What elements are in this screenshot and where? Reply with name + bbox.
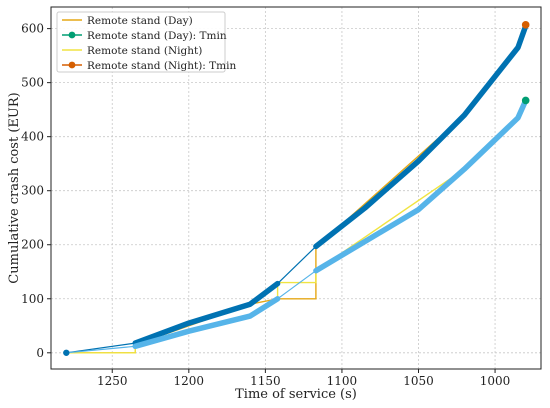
highlight-segment [132, 280, 281, 346]
x-tick-label: 1150 [250, 374, 281, 388]
highlight-segment [277, 245, 317, 285]
highlight-segment [132, 296, 281, 350]
x-tick-label: 1200 [174, 374, 205, 388]
legend-items: Remote stand (Day) Remote stand (Day): Tm… [62, 15, 236, 72]
y-axis-label: Cumulative crash cost (EUR) [7, 92, 22, 283]
y-tick-label: 100 [21, 292, 44, 306]
highlight-segment [313, 97, 529, 274]
y-axis-ticks: 0 100 200 300 400 500 600 [21, 22, 51, 360]
legend-box [56, 11, 226, 73]
tmin-marker [521, 96, 530, 105]
plot-frame [50, 6, 542, 370]
legend-marker [68, 61, 76, 69]
grid [51, 7, 541, 369]
legend-label: Remote stand (Day): Tmin [87, 30, 227, 42]
plot-area [63, 21, 530, 356]
series-line [66, 25, 527, 354]
y-tick-label: 300 [21, 184, 44, 198]
highlight-segment [277, 270, 317, 300]
y-tick-label: 400 [21, 130, 44, 144]
x-tick-label: 1050 [403, 374, 434, 388]
highlight-segment [313, 23, 529, 250]
legend-label: Remote stand (Day) [87, 15, 193, 27]
x-tick-label: 1100 [327, 374, 358, 388]
x-axis-label: Time of service (s) [235, 387, 357, 402]
legend: Remote stand (Day) Remote stand (Day): Tm… [56, 11, 236, 73]
legend-label: Remote stand (Night) [87, 45, 202, 57]
tmin-marker [521, 21, 530, 29]
y-tick-label: 200 [21, 238, 44, 252]
highlight-segment [65, 345, 136, 354]
start-point-marker [63, 349, 70, 356]
y-tick-label: 0 [36, 346, 44, 360]
legend-marker [68, 31, 76, 39]
y-tick-label: 500 [21, 76, 44, 90]
y-tick-label: 600 [21, 22, 44, 36]
legend-label: Remote stand (Night): Tmin [87, 60, 236, 72]
x-axis-ticks: 1250 1200 1150 1100 1050 1000 [97, 369, 510, 388]
series-line [66, 100, 527, 354]
x-tick-label: 1250 [97, 374, 128, 388]
x-tick-label: 1000 [480, 374, 511, 388]
